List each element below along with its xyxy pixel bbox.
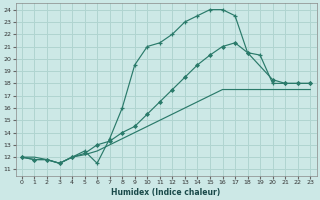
X-axis label: Humidex (Indice chaleur): Humidex (Indice chaleur) bbox=[111, 188, 221, 197]
